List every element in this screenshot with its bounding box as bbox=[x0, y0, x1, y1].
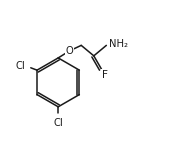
Text: O: O bbox=[66, 46, 73, 56]
Text: NH₂: NH₂ bbox=[109, 39, 128, 49]
Text: Cl: Cl bbox=[15, 61, 25, 71]
Text: F: F bbox=[102, 70, 108, 80]
Text: Cl: Cl bbox=[53, 118, 63, 128]
